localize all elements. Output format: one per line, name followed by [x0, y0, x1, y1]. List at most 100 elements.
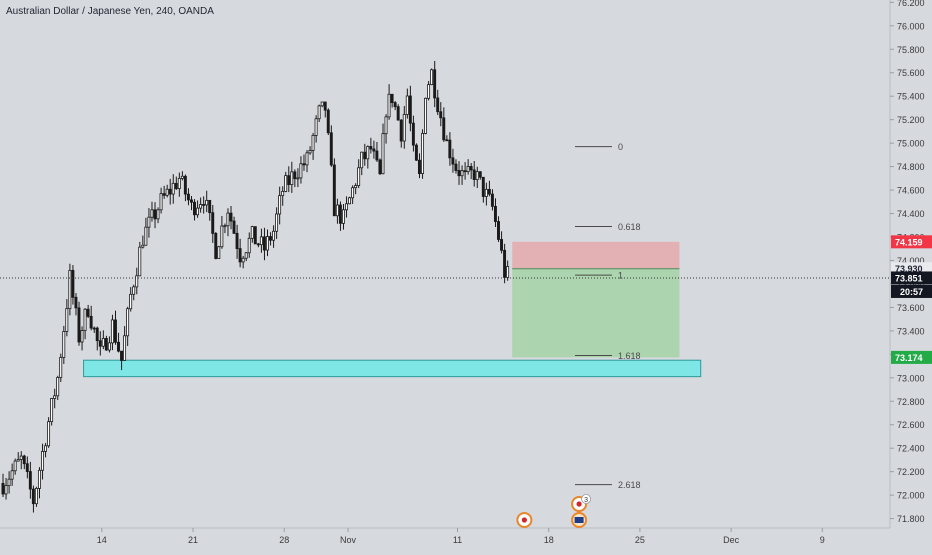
- countdown-box: [891, 284, 932, 298]
- candle-body: [22, 455, 26, 465]
- x-tick-0-label: 14: [97, 535, 107, 545]
- candle-body: [487, 188, 491, 195]
- candle-body: [171, 182, 175, 195]
- candle-body: [357, 167, 361, 186]
- drawing-layer[interactable]: [83, 241, 702, 378]
- x-tick-1-label: 21: [188, 535, 198, 545]
- event-1-flag-dot: [576, 501, 582, 507]
- candle-body: [329, 132, 333, 166]
- y-tick-19-label: 75.600: [897, 68, 925, 78]
- y-tick-14-label: 74.600: [897, 186, 925, 196]
- candle-body: [308, 150, 312, 154]
- candle-body: [98, 340, 102, 347]
- candle-body: [293, 171, 297, 180]
- price-label-0-box: [891, 235, 932, 249]
- candle-body: [47, 421, 51, 447]
- candle-body: [123, 335, 127, 361]
- candle-body: [25, 463, 29, 472]
- candle-body: [302, 163, 306, 166]
- candle-body: [454, 163, 458, 171]
- candle-body: [153, 209, 157, 220]
- candle-body: [399, 119, 403, 142]
- candle-body: [120, 350, 123, 361]
- candle-body: [296, 177, 300, 180]
- price-label-3-box: [891, 350, 932, 364]
- fib-level-4-label: 2.618: [618, 480, 641, 490]
- candle-body: [335, 204, 339, 217]
- candle-body: [141, 244, 145, 248]
- candle-body: [272, 230, 275, 241]
- candle-body: [104, 338, 108, 351]
- candle-body: [503, 249, 507, 278]
- y-tick-22-label: 76.200: [897, 0, 925, 8]
- fib-level-3-label: 1.618: [618, 351, 641, 361]
- y-tick-8-label: 73.400: [897, 326, 925, 336]
- support-zone[interactable]: [83, 359, 702, 378]
- candle-body: [168, 188, 172, 195]
- take-profit-zone[interactable]: [512, 268, 680, 358]
- candle-body: [387, 93, 391, 118]
- economic-events[interactable]: 3: [516, 494, 591, 528]
- candle-body: [314, 118, 318, 136]
- fib-extension[interactable]: 0 0.618 1 1.618 2.618: [575, 142, 641, 490]
- event-0-flag-dot: [521, 517, 527, 523]
- candle-body: [189, 199, 193, 203]
- candle-body: [493, 205, 497, 222]
- y-tick-20-label: 75.800: [897, 45, 925, 55]
- candle-body: [390, 93, 394, 103]
- time-axis[interactable]: 14 21 28 Nov 11 18 25 Dec 9: [97, 528, 825, 545]
- candle-body: [396, 106, 400, 121]
- candle-body: [186, 193, 190, 201]
- candle-body: [262, 236, 266, 251]
- candle-body: [475, 171, 479, 180]
- event-2-flag-fill: [574, 517, 584, 523]
- candle-body: [250, 226, 254, 239]
- candle-body: [393, 102, 397, 108]
- fib-level-1-label: 0.618: [618, 222, 641, 232]
- candle-body: [50, 398, 54, 423]
- candle-body: [417, 159, 421, 174]
- candle-body: [369, 146, 373, 150]
- candle-body: [220, 225, 224, 248]
- y-tick-9-label: 73.600: [897, 303, 925, 313]
- candle-body: [37, 469, 41, 489]
- candle-body: [159, 193, 163, 211]
- event-1-count-badge: [581, 494, 591, 504]
- candle-body: [165, 188, 169, 196]
- candle-body: [451, 157, 455, 165]
- y-tick-0-label: 71.800: [897, 514, 925, 524]
- y-tick-16-label: 75.000: [897, 139, 925, 149]
- candle-body: [323, 101, 327, 111]
- candle-body: [65, 308, 69, 332]
- stop-loss-zone[interactable]: [512, 241, 680, 269]
- candle-body: [235, 232, 239, 249]
- candle-body: [86, 308, 90, 317]
- candle-body: [320, 101, 324, 107]
- candle-body: [278, 195, 282, 215]
- candle-body: [253, 226, 257, 245]
- candle-body: [317, 105, 321, 120]
- candle-body: [183, 175, 187, 195]
- candle-body: [199, 204, 203, 209]
- candle-body: [354, 185, 358, 189]
- x-tick-4-label: 11: [453, 535, 462, 545]
- y-tick-21-label: 76.000: [897, 21, 925, 31]
- candle-body: [208, 199, 212, 214]
- y-tick-3-label: 72.400: [897, 444, 925, 454]
- candle-body: [74, 296, 78, 309]
- candle-body: [180, 175, 184, 179]
- candle-body: [162, 193, 166, 196]
- chart-title: Australian Dollar / Japanese Yen, 240, O…: [6, 6, 214, 17]
- candle-body: [174, 182, 178, 190]
- candle-body: [366, 146, 370, 160]
- candle-body: [41, 451, 44, 471]
- candle-body: [421, 133, 424, 174]
- candle-body: [351, 187, 355, 199]
- candle-body: [226, 212, 230, 227]
- candle-body: [238, 248, 242, 263]
- candle-body: [223, 225, 227, 228]
- candle-body: [259, 236, 263, 246]
- candle-body: [59, 357, 63, 378]
